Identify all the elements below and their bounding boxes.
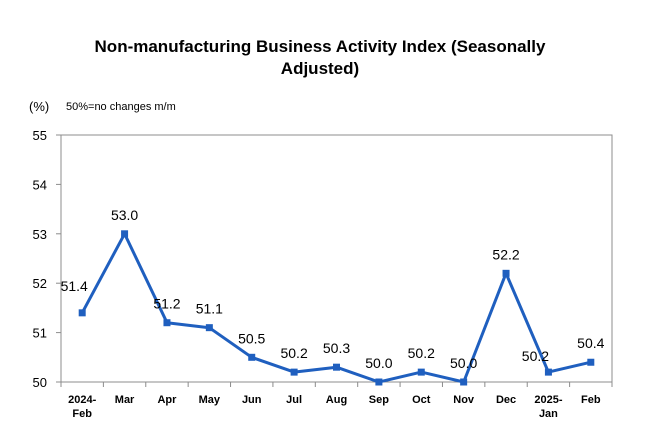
data-point	[248, 353, 256, 361]
data-point	[375, 378, 383, 386]
chart-title: Non-manufacturing Business Activity Inde…	[40, 36, 600, 80]
data-label: 50.2	[522, 348, 549, 364]
chart-title-line-1: Non-manufacturing Business Activity Inde…	[94, 37, 546, 56]
x-tick-label: Feb	[72, 408, 92, 420]
data-label: 50.0	[450, 355, 477, 371]
x-tick-label: Jan	[539, 408, 558, 420]
x-tick-label: Sep	[369, 394, 389, 406]
data-label: 51.4	[61, 278, 88, 294]
x-tick-label: 2024-	[68, 394, 96, 406]
data-point	[417, 368, 425, 376]
y-tick-label: 54	[33, 177, 47, 192]
chart-note: 50%=no changes m/m	[66, 101, 176, 113]
data-label: 51.1	[196, 301, 223, 317]
data-point	[163, 319, 171, 327]
data-label: 52.2	[492, 246, 519, 262]
data-point	[502, 269, 510, 277]
x-tick-label: Dec	[496, 394, 516, 406]
x-tick-label: Oct	[412, 394, 431, 406]
y-tick-label: 52	[33, 276, 47, 291]
chart-title-line-2: Adjusted)	[280, 59, 360, 78]
data-point	[78, 309, 86, 317]
x-tick-label: 2025-	[534, 394, 562, 406]
data-point	[290, 368, 298, 376]
plot-area: 55 54 53 52 51 50 2024- Feb Mar Apr May Jun Jul Aug Se…	[33, 128, 613, 420]
x-tick-label: Apr	[157, 394, 177, 406]
data-label: 50.4	[577, 335, 604, 351]
y-axis-unit: (%)	[29, 99, 50, 114]
data-label: 50.5	[238, 330, 265, 346]
data-point	[205, 324, 213, 332]
data-point	[333, 363, 340, 371]
data-point	[544, 368, 552, 376]
data-point	[121, 230, 129, 238]
x-tick-label: Feb	[581, 394, 601, 406]
data-label: 50.2	[408, 345, 435, 361]
data-label: 50.3	[323, 340, 350, 356]
data-point	[587, 358, 595, 366]
x-tick-label: Mar	[115, 394, 135, 406]
data-label: 51.2	[153, 296, 180, 312]
data-label: 53.0	[111, 207, 138, 223]
y-tick-label: 53	[33, 227, 47, 242]
y-tick-label: 50	[33, 375, 47, 390]
x-tick-label: Jul	[286, 394, 302, 406]
y-tick-label: 51	[33, 326, 47, 341]
x-tick-label: Aug	[326, 394, 347, 406]
x-tick-label: Jun	[242, 394, 262, 406]
data-label: 50.2	[280, 345, 307, 361]
x-tick-label: May	[199, 394, 221, 406]
x-tick-label: Nov	[453, 394, 475, 406]
plot-frame	[60, 134, 613, 383]
data-label: 50.0	[365, 355, 392, 371]
y-tick-label: 55	[33, 128, 47, 143]
data-point	[460, 378, 468, 386]
